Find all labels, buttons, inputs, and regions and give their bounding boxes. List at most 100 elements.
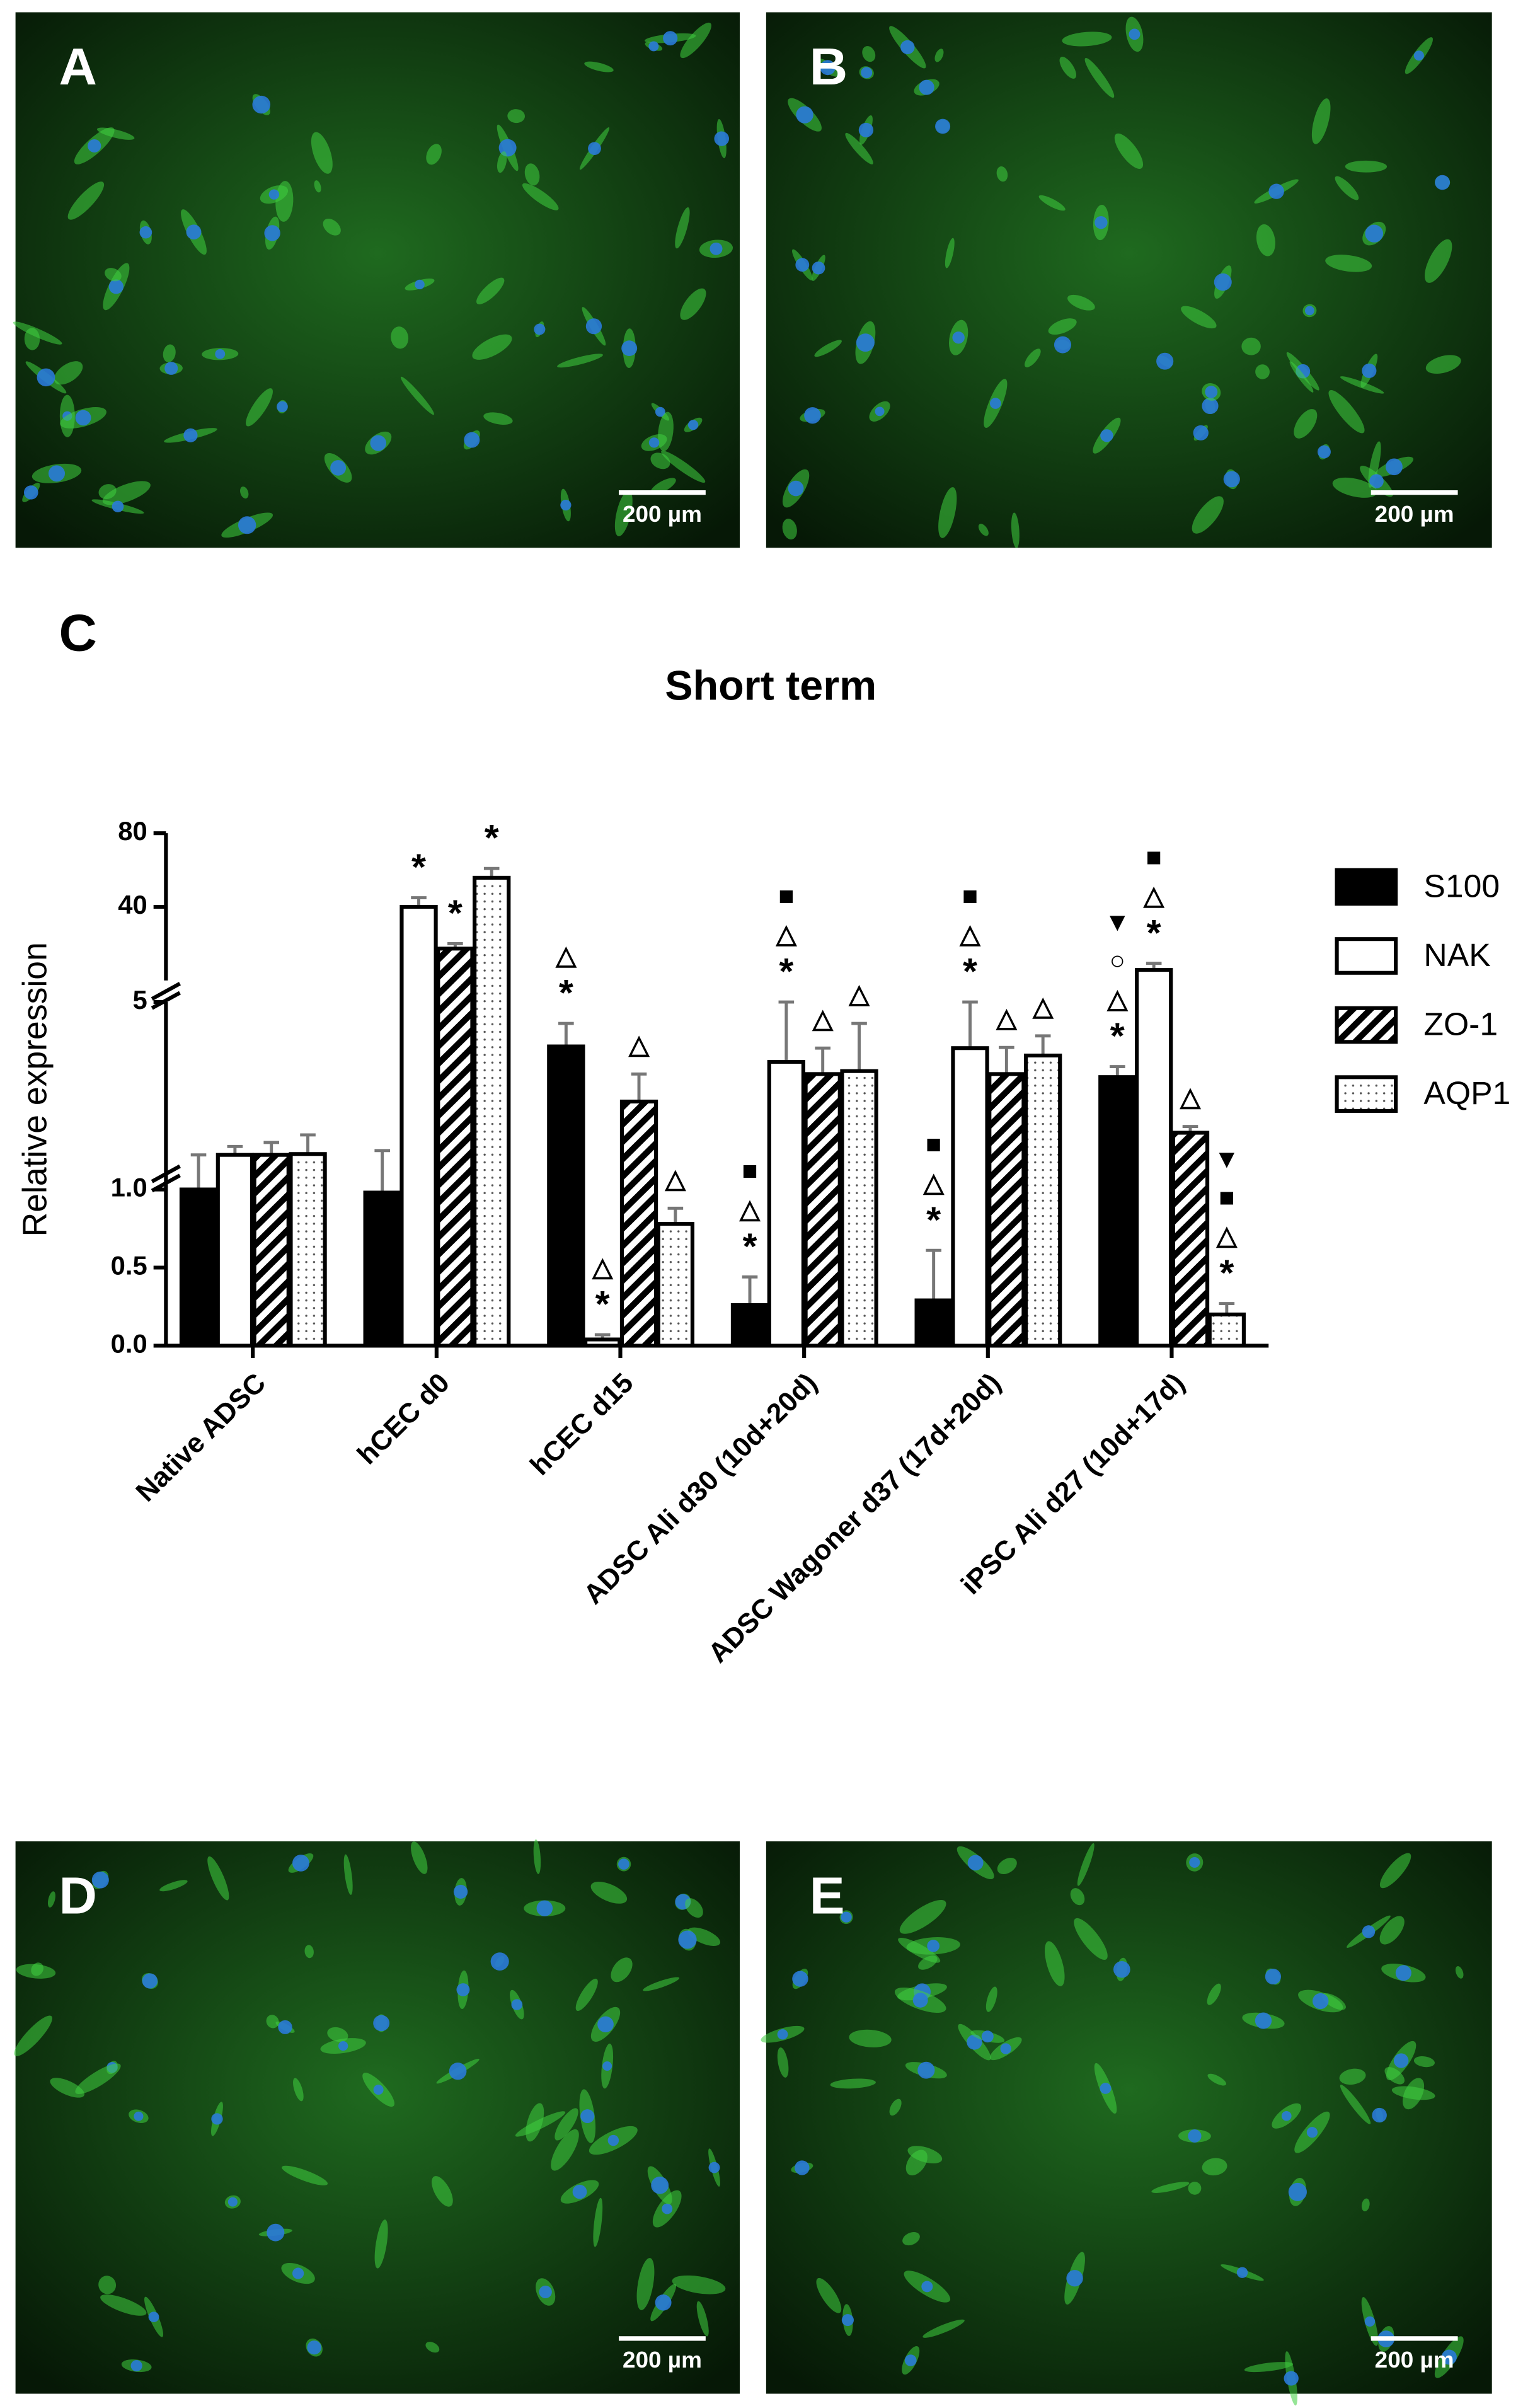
significance-marker: △ xyxy=(923,1168,945,1197)
nucleus xyxy=(1193,425,1209,440)
cell xyxy=(696,2301,709,2337)
nucleus xyxy=(572,2184,587,2199)
nucleus xyxy=(1100,2083,1112,2094)
cell xyxy=(918,1955,938,1970)
significance-marker: * xyxy=(595,1284,610,1325)
micrograph xyxy=(766,12,1492,548)
cell xyxy=(551,2129,579,2171)
cell xyxy=(1328,389,1365,434)
cell xyxy=(1062,32,1112,47)
cell xyxy=(593,2197,603,2247)
cell xyxy=(1361,2198,1370,2212)
axis-break xyxy=(151,1164,181,1183)
significance-marker: * xyxy=(926,1200,941,1241)
nucleus xyxy=(618,1858,629,1870)
nucleus xyxy=(338,2041,348,2051)
nucleus xyxy=(1284,2371,1299,2386)
nucleus xyxy=(710,242,723,255)
axis-break xyxy=(151,982,181,1001)
cell xyxy=(938,487,957,538)
nucleus xyxy=(820,60,836,76)
significance-marker: △ xyxy=(555,940,577,970)
bar xyxy=(1171,1131,1210,1348)
nucleus xyxy=(370,435,386,451)
cell xyxy=(1181,306,1217,329)
cell xyxy=(934,49,944,62)
significance-marker: * xyxy=(411,847,426,888)
cell xyxy=(1425,239,1452,283)
significance-marker: △ xyxy=(1106,984,1129,1013)
cell xyxy=(314,180,321,193)
cell xyxy=(830,2078,876,2089)
y-axis-label: Relative expression xyxy=(16,942,54,1236)
legend-swatch xyxy=(1335,868,1398,906)
significance-marker: ■ xyxy=(926,1129,941,1159)
legend-swatch xyxy=(1335,1075,1398,1113)
nucleus xyxy=(812,261,825,275)
bar xyxy=(656,1222,695,1348)
nucleus xyxy=(919,79,934,95)
nucleus xyxy=(967,1855,984,1871)
cell xyxy=(675,207,690,249)
cell xyxy=(614,490,633,537)
cell xyxy=(1325,255,1372,272)
cell xyxy=(400,376,434,415)
cell xyxy=(432,2176,453,2207)
nucleus xyxy=(1288,2182,1307,2201)
nucleus xyxy=(841,1911,852,1923)
cell xyxy=(978,524,989,536)
cell xyxy=(1255,364,1270,379)
y-tick-label: 40 xyxy=(118,890,147,919)
bar xyxy=(840,1069,878,1348)
significance-marker: ■ xyxy=(742,1156,757,1185)
x-tick-label: Native ADSC xyxy=(130,1367,272,1508)
nucleus xyxy=(621,340,638,356)
cell xyxy=(685,1898,703,1918)
nucleus xyxy=(1395,1965,1411,1981)
y-tick-label: 80 xyxy=(118,816,147,846)
cell xyxy=(985,1986,997,2012)
cell xyxy=(1241,337,1261,355)
nucleus xyxy=(1214,273,1232,291)
significance-marker: * xyxy=(1219,1253,1234,1294)
bar xyxy=(987,1072,1026,1348)
significance-marker: * xyxy=(1110,1016,1125,1057)
bar xyxy=(215,1153,255,1348)
significance-marker: * xyxy=(448,893,463,934)
nucleus xyxy=(1189,1856,1200,1868)
nucleus xyxy=(648,41,659,52)
scale-bar-label: 200 µm xyxy=(1375,501,1454,527)
nucleus xyxy=(373,2015,390,2032)
cell xyxy=(584,61,614,72)
cell xyxy=(533,1839,541,1874)
significance-marker: * xyxy=(559,973,573,1014)
nucleus xyxy=(875,406,885,417)
bar xyxy=(583,1337,622,1348)
cell xyxy=(636,2258,655,2310)
significance-marker: * xyxy=(779,952,793,993)
cell xyxy=(472,334,512,360)
nucleus xyxy=(1362,1925,1376,1938)
cell xyxy=(1207,2073,1227,2086)
cell xyxy=(1011,512,1020,548)
nucleus xyxy=(449,2063,467,2080)
cell xyxy=(105,268,122,282)
cell xyxy=(1289,361,1314,393)
cell xyxy=(483,412,513,425)
nucleus xyxy=(91,1871,109,1889)
x-tick-label: hCEC d0 xyxy=(352,1367,456,1471)
cell xyxy=(311,132,333,174)
cell xyxy=(1335,176,1359,200)
nucleus xyxy=(655,2294,672,2311)
nucleus xyxy=(453,1884,468,1899)
nucleus xyxy=(585,318,602,335)
cell xyxy=(293,2078,304,2102)
significance-marker: △ xyxy=(1143,880,1165,910)
nucleus xyxy=(795,258,810,272)
cell xyxy=(1403,2078,1425,2110)
cell xyxy=(67,181,105,220)
nucleus xyxy=(264,225,280,241)
cell xyxy=(282,2165,328,2185)
cell xyxy=(1084,57,1115,98)
